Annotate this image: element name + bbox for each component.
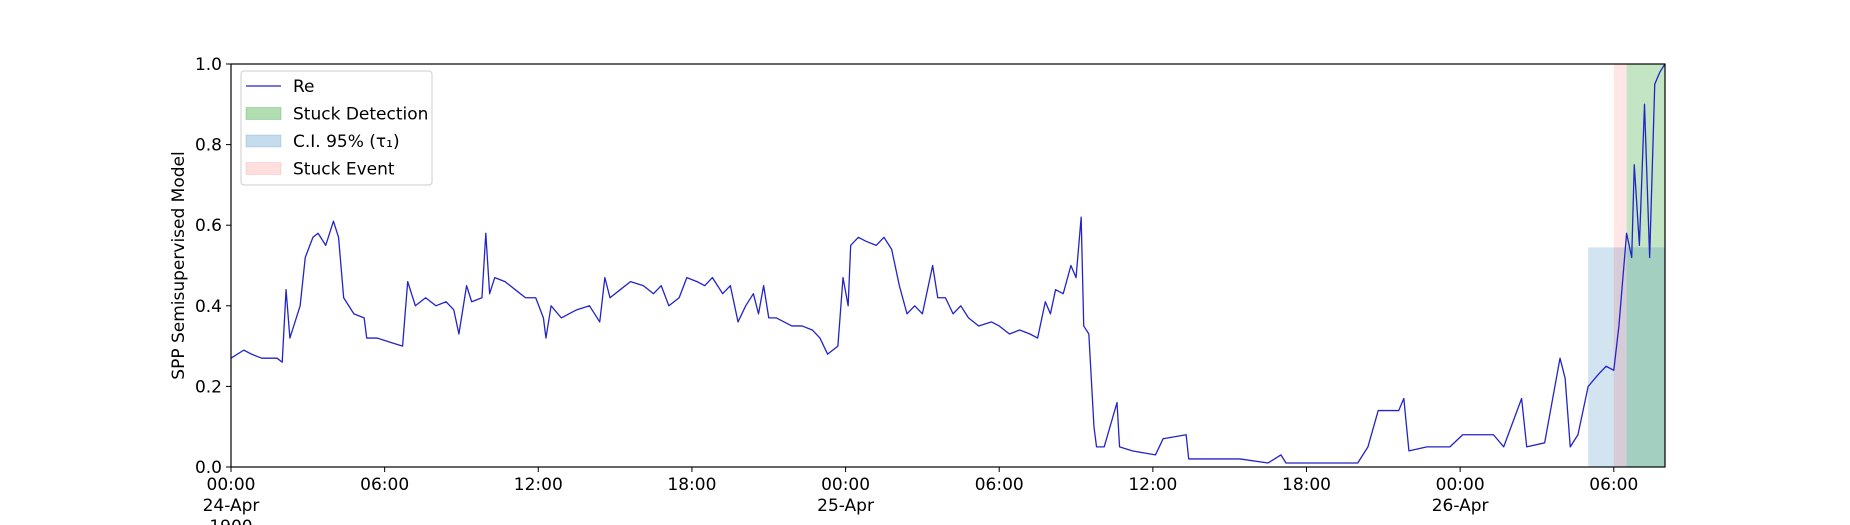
- x-tick-label: 12:00: [1128, 475, 1177, 495]
- legend-patch: [245, 162, 282, 175]
- x-tick-label: 00:00 26-Apr: [1432, 475, 1489, 516]
- legend-patch: [245, 107, 282, 120]
- legend-label: Re: [293, 77, 315, 97]
- x-tick-label: 06:00: [975, 475, 1024, 495]
- span: [1588, 247, 1665, 467]
- lines: [230, 63, 1666, 464]
- y-tick-label: 0.4: [195, 297, 222, 317]
- y-tick-label: 0.0: [195, 458, 222, 478]
- x-tick-label: 12:00: [514, 475, 563, 495]
- span: [1613, 64, 1627, 467]
- plot-frame: [230, 63, 1666, 468]
- legend-box: [240, 70, 433, 186]
- legend-label: Stuck Detection: [293, 105, 428, 125]
- legend-label: Stuck Event: [293, 160, 395, 180]
- x-tick-label: 18:00: [667, 475, 716, 495]
- y-tick-label: 1.0: [195, 55, 222, 75]
- x-tick-label: 00:00 25-Apr: [817, 475, 874, 516]
- y-tick-label: 0.6: [195, 216, 222, 236]
- y-tick-label: 0.2: [195, 377, 222, 397]
- x-tick-label: 18:00: [1282, 475, 1331, 495]
- legend-patch: [245, 134, 282, 148]
- x-tick-label: 06:00: [1589, 475, 1638, 495]
- data-line: [230, 63, 1666, 464]
- y-tick-label: 0.8: [195, 136, 222, 156]
- legend: Re Stuck Detection C.I. 95% (τ₁) Stuck Even…: [240, 70, 433, 186]
- legend-label: C.I. 95% (τ₁): [293, 132, 400, 152]
- x-tick-label: 06:00: [360, 475, 409, 495]
- y-axis-label: SPP Semisupervised Model: [169, 151, 189, 379]
